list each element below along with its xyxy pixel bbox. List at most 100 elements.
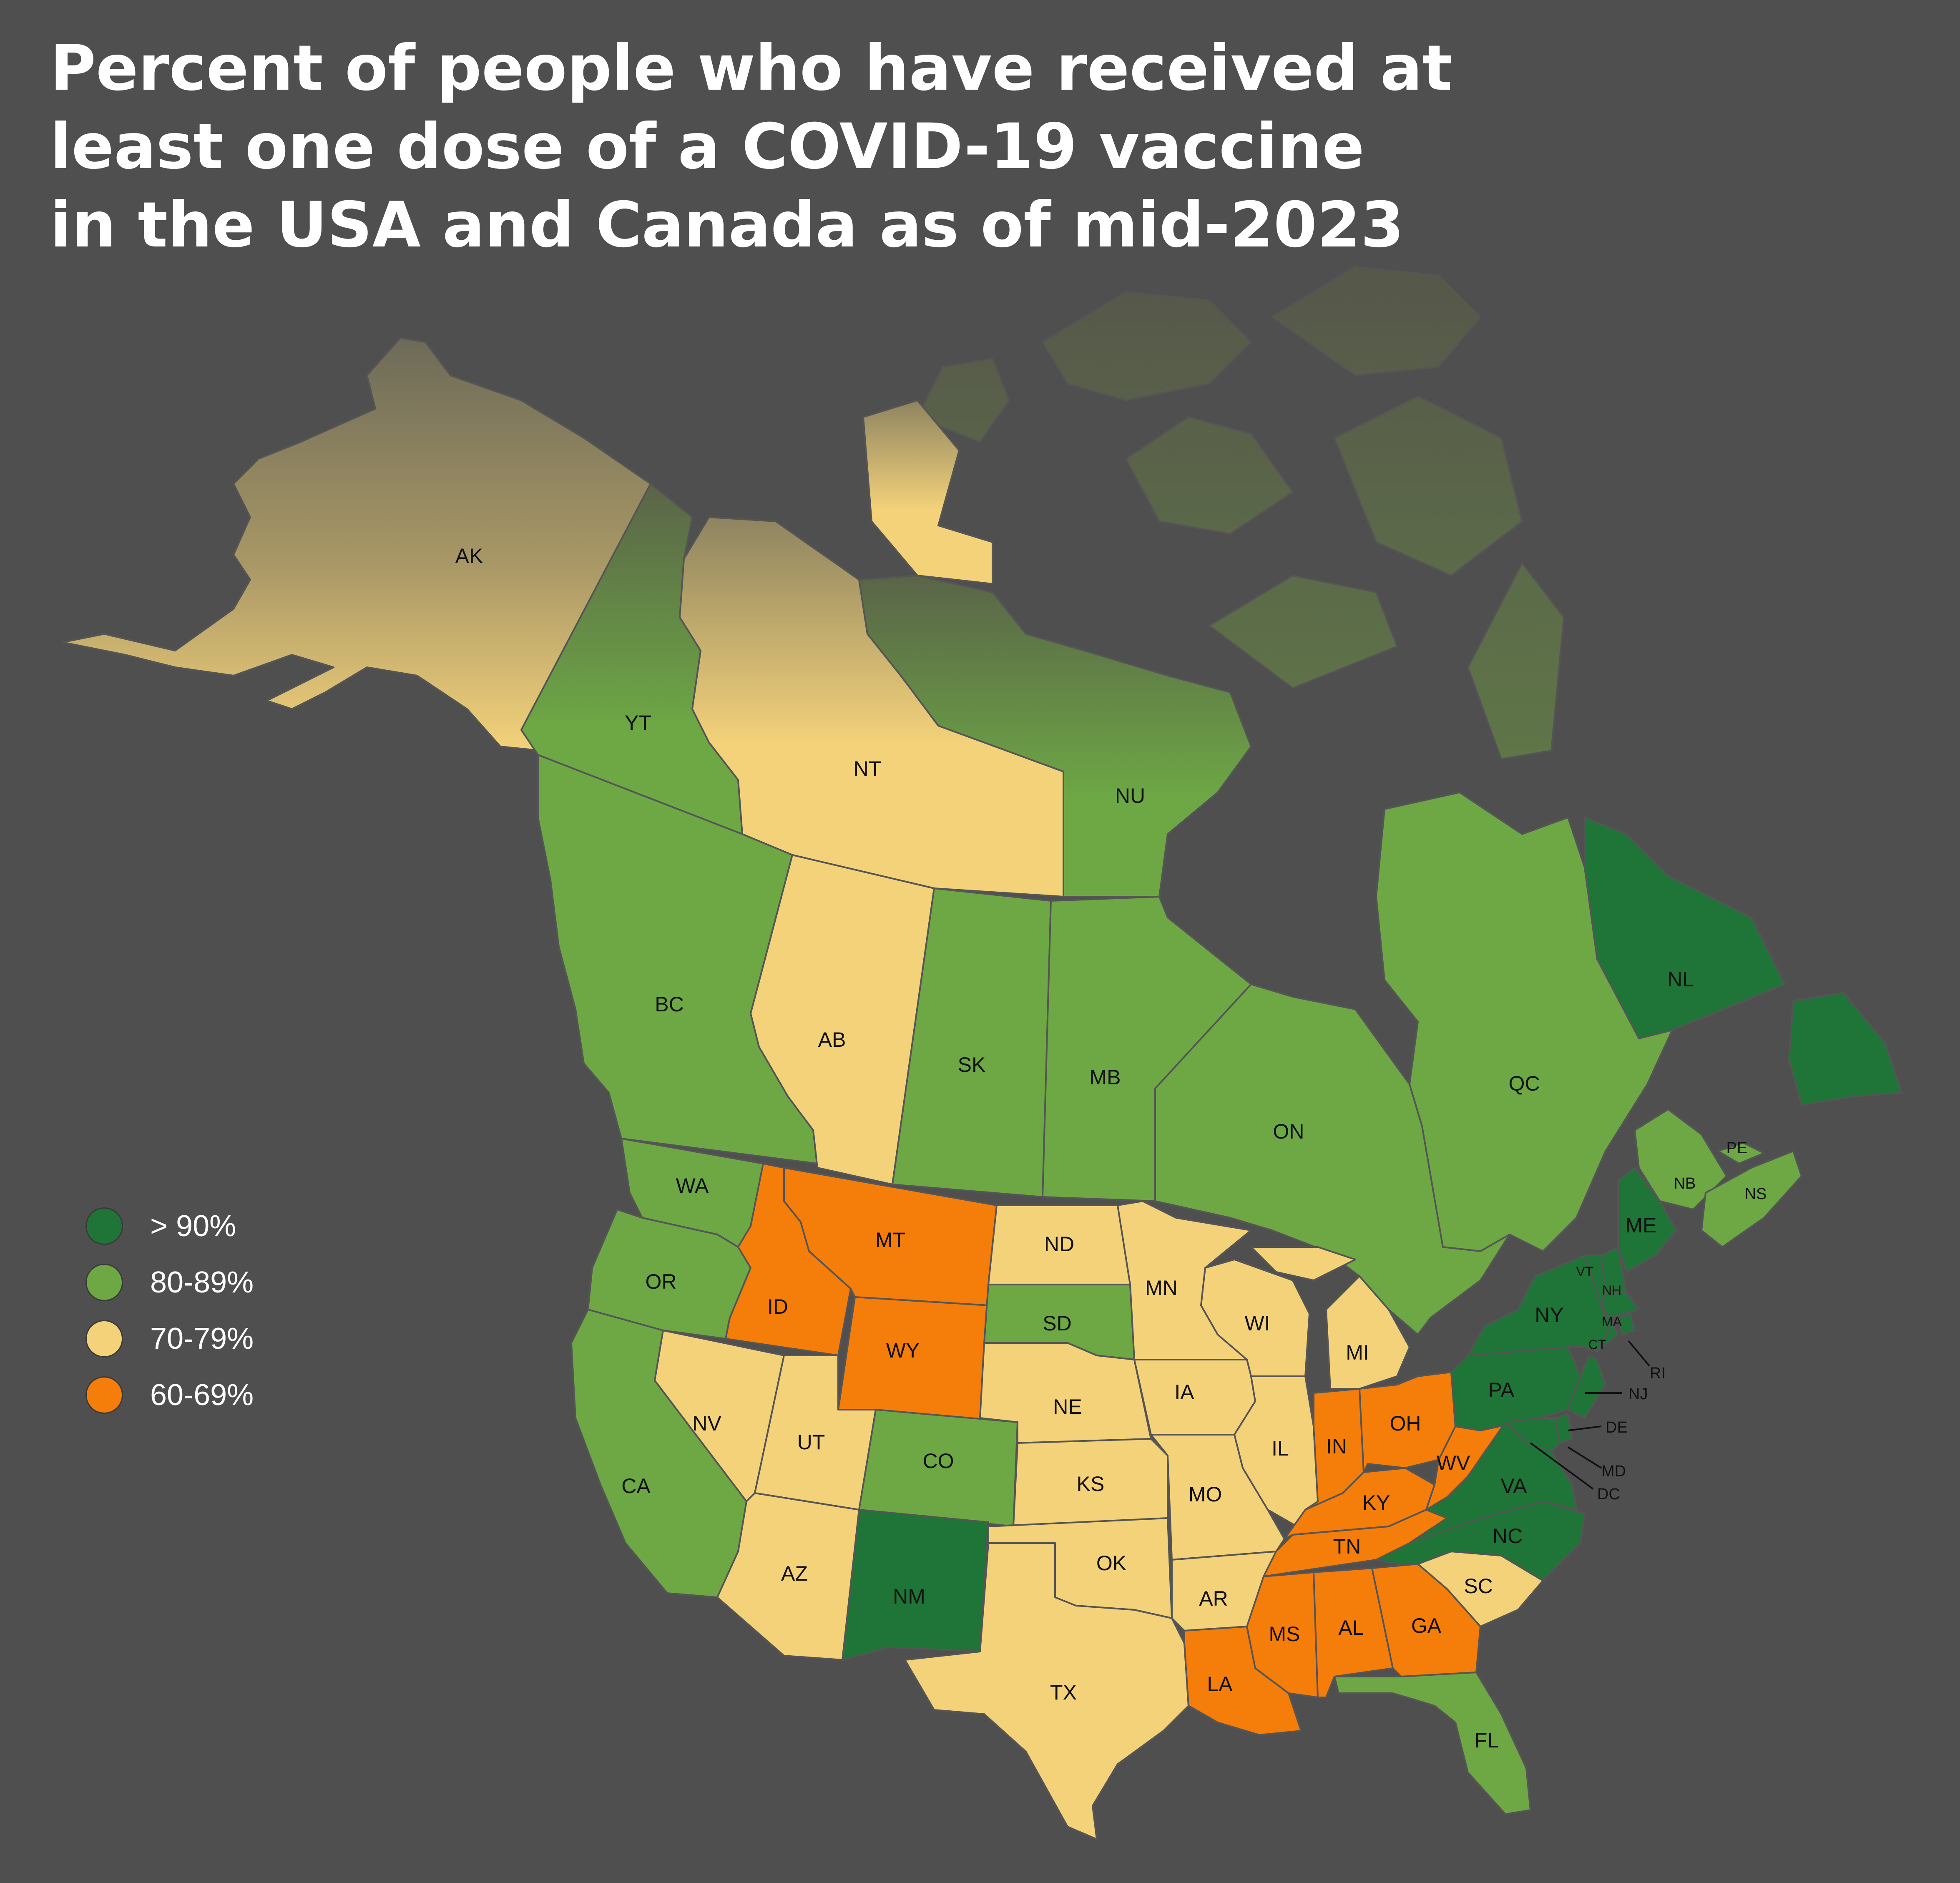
- leader-line-DE: [1568, 1425, 1602, 1431]
- title-line-2: least one dose of a COVID-19 vaccine: [50, 111, 1364, 183]
- label-VA: VA: [1501, 1474, 1528, 1498]
- label-NH: NH: [1602, 1283, 1621, 1298]
- map-title: Percent of people who have received at l…: [50, 29, 1452, 264]
- region-VA: [1409, 1421, 1577, 1544]
- label-FL: FL: [1475, 1729, 1499, 1752]
- label-MO: MO: [1189, 1483, 1222, 1506]
- label-SD: SD: [1043, 1312, 1071, 1335]
- label-MB: MB: [1090, 1066, 1121, 1089]
- label-TX: TX: [1050, 1681, 1077, 1704]
- label-NE: NE: [1053, 1395, 1082, 1418]
- label-NY: NY: [1535, 1303, 1563, 1327]
- label-NV: NV: [692, 1412, 721, 1435]
- title-line-3: in the USA and Canada as of mid-2023: [50, 189, 1404, 261]
- label-NS: NS: [1745, 1185, 1767, 1203]
- label-RI: RI: [1650, 1365, 1666, 1382]
- label-BC: BC: [655, 993, 683, 1016]
- label-WY: WY: [886, 1339, 920, 1362]
- region-NM: [842, 1509, 989, 1661]
- region-CT: [1596, 1305, 1619, 1352]
- label-SK: SK: [958, 1053, 986, 1076]
- label-CA: CA: [621, 1474, 651, 1498]
- legend-swatch: [85, 1320, 123, 1358]
- label-PE: PE: [1726, 1139, 1748, 1157]
- label-PA: PA: [1488, 1378, 1515, 1402]
- region-NU: [858, 575, 1252, 898]
- label-ND: ND: [1044, 1232, 1074, 1256]
- label-ID: ID: [767, 1295, 788, 1318]
- legend-swatch: [85, 1207, 123, 1245]
- region-ON: [1154, 983, 1510, 1335]
- label-KY: KY: [1362, 1491, 1390, 1514]
- label-MS: MS: [1269, 1622, 1300, 1646]
- label-NM: NM: [893, 1585, 925, 1608]
- region-KS: [1013, 1438, 1168, 1527]
- region-TX: [904, 1542, 1189, 1840]
- label-NL: NL: [1667, 968, 1694, 991]
- label-WA: WA: [676, 1174, 709, 1197]
- label-IL: IL: [1271, 1437, 1289, 1460]
- arctic-islands: [917, 266, 1565, 760]
- label-MN: MN: [1145, 1276, 1178, 1300]
- label-KS: KS: [1077, 1472, 1105, 1496]
- label-OH: OH: [1390, 1412, 1421, 1435]
- arctic-islands-west: [862, 400, 993, 585]
- label-NB: NB: [1674, 1175, 1696, 1192]
- label-LA: LA: [1207, 1672, 1233, 1696]
- region-RI: [1617, 1313, 1636, 1335]
- label-DE: DE: [1606, 1419, 1628, 1436]
- label-NT: NT: [854, 757, 882, 780]
- leader-line-RI: [1628, 1340, 1650, 1367]
- label-MA: MA: [1602, 1314, 1622, 1329]
- region-PE: [1717, 1142, 1765, 1164]
- legend-label: 60-69%: [150, 1378, 254, 1412]
- label-WV: WV: [1437, 1451, 1470, 1475]
- label-IN: IN: [1326, 1435, 1347, 1458]
- label-CO: CO: [923, 1449, 954, 1473]
- region-IA: [1133, 1359, 1256, 1436]
- title-line-1: Percent of people who have received at: [50, 32, 1452, 105]
- label-MT: MT: [875, 1228, 905, 1252]
- label-UT: UT: [797, 1430, 825, 1454]
- label-MI: MI: [1346, 1341, 1369, 1364]
- leader-line-MD: [1567, 1446, 1602, 1469]
- label-CT: CT: [1588, 1337, 1606, 1352]
- label-DC: DC: [1597, 1486, 1620, 1503]
- label-ME: ME: [1626, 1214, 1657, 1237]
- label-VT: VT: [1576, 1264, 1593, 1279]
- label-TN: TN: [1333, 1535, 1361, 1558]
- legend-swatch: [85, 1264, 123, 1301]
- label-QC: QC: [1509, 1072, 1540, 1095]
- leader-line-DC: [1530, 1442, 1594, 1490]
- region-NJ: [1567, 1355, 1606, 1419]
- region-NL: [1584, 817, 1902, 1106]
- region-QC: [1375, 792, 1786, 1252]
- label-WI: WI: [1244, 1312, 1270, 1335]
- legend-swatch: [85, 1376, 123, 1414]
- label-IA: IA: [1174, 1380, 1194, 1404]
- label-SC: SC: [1464, 1574, 1493, 1598]
- label-GA: GA: [1411, 1614, 1442, 1637]
- region-NS: [1701, 1150, 1802, 1248]
- label-YT: YT: [625, 711, 651, 734]
- region-MI: [1250, 1246, 1410, 1390]
- label-AR: AR: [1199, 1587, 1228, 1610]
- label-AZ: AZ: [781, 1562, 808, 1585]
- legend-label: 70-79%: [150, 1322, 254, 1355]
- region-ME: [1617, 1167, 1677, 1273]
- label-NC: NC: [1493, 1524, 1523, 1548]
- label-OR: OR: [646, 1270, 677, 1293]
- label-OK: OK: [1096, 1551, 1126, 1575]
- region-MD: [1505, 1417, 1560, 1452]
- legend-label: > 90%: [150, 1209, 236, 1243]
- label-AL: AL: [1338, 1616, 1364, 1639]
- label-AB: AB: [818, 1028, 846, 1051]
- label-NJ: NJ: [1628, 1385, 1648, 1403]
- label-ON: ON: [1273, 1120, 1304, 1143]
- label-MD: MD: [1601, 1463, 1626, 1480]
- region-FL: [1334, 1672, 1531, 1815]
- label-NU: NU: [1115, 784, 1145, 807]
- label-AK: AK: [455, 544, 483, 568]
- legend-label: 80-89%: [150, 1266, 254, 1299]
